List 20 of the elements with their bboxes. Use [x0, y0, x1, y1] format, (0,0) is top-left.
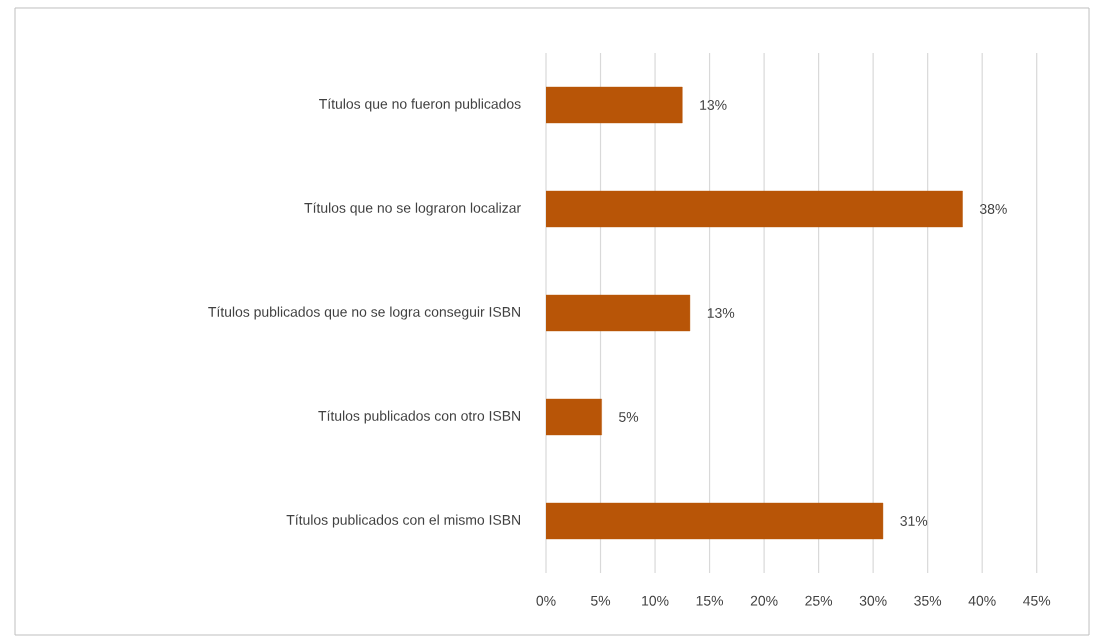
x-tick-label: 20%	[750, 595, 778, 606]
x-tick-label: 10%	[642, 595, 669, 606]
x-tick-label: 25%	[805, 595, 833, 606]
data-label: 38%	[979, 204, 1007, 214]
x-tick-label: 15%	[696, 595, 724, 606]
x-tick-label: 45%	[1023, 595, 1051, 606]
x-tick-label: 35%	[914, 595, 942, 606]
y-tick-label: Títulos publicados que no se logra conseguir ISBN	[208, 306, 520, 320]
data-label: 13%	[700, 100, 727, 110]
data-label: 31%	[900, 516, 928, 526]
y-tick-label: Títulos que no fueron publicados	[319, 98, 521, 112]
y-tick-label: Títulos que no se lograron localizar	[304, 202, 521, 216]
x-tick-label: 0%	[536, 595, 556, 606]
y-tick-label: Títulos publicados con otro ISBN	[318, 410, 520, 424]
data-label: 5%	[619, 412, 639, 422]
x-tick-label: 40%	[968, 595, 996, 606]
x-tick-label: 5%	[591, 595, 611, 606]
y-tick-label: Títulos publicados con el mismo ISBN	[286, 514, 520, 528]
x-tick-label: 30%	[859, 595, 887, 606]
data-label: 13%	[707, 308, 735, 318]
